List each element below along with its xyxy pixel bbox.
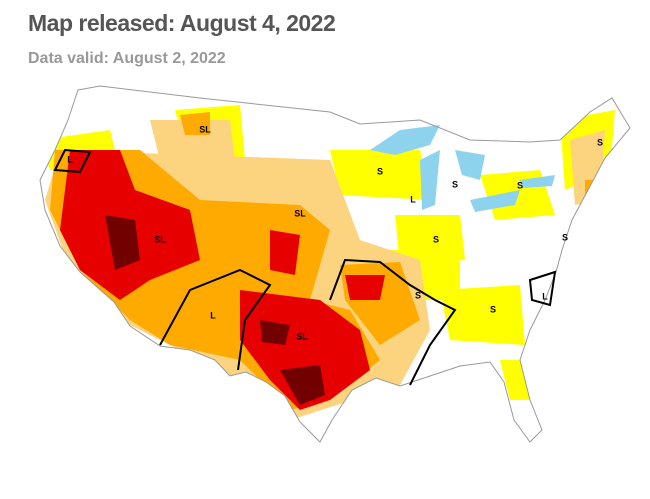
impact-label: S [415, 290, 421, 300]
impact-label: L [210, 310, 216, 320]
impact-label: SL [154, 234, 166, 244]
impact-label: SL [294, 208, 306, 218]
map-labels: SL L S S S S L S SL SL L SL S S L S [67, 124, 603, 341]
impact-label: L [67, 154, 73, 164]
title: Map released: August 4, 2022 [28, 10, 336, 36]
impact-label: L [410, 194, 416, 204]
impact-label: S [377, 166, 383, 176]
impact-label: SL [296, 331, 308, 341]
impact-label: S [597, 137, 603, 147]
impact-label: S [562, 232, 568, 242]
impact-label: S [517, 180, 523, 190]
us-outline [39, 85, 631, 443]
impact-lines [53, 148, 557, 386]
impact-label: S [490, 304, 496, 314]
great-lakes [370, 125, 555, 212]
impact-label: S [433, 234, 439, 244]
impact-label: SL [199, 124, 211, 134]
subtitle: Data valid: August 2, 2022 [28, 50, 226, 67]
impact-label: L [542, 291, 548, 301]
impact-label: S [452, 179, 458, 189]
